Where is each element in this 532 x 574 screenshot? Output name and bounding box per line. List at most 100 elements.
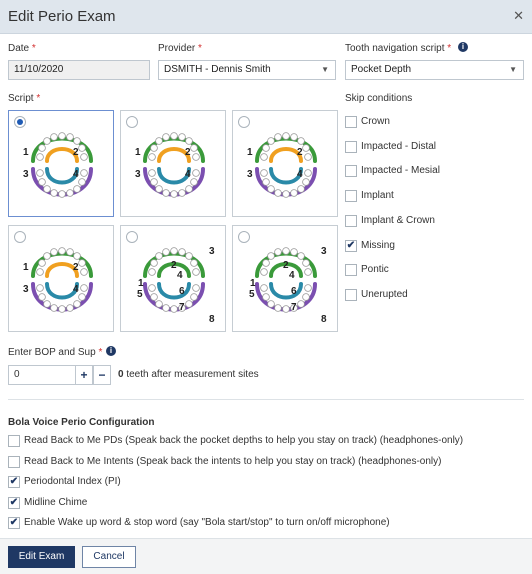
script-radio[interactable] [126, 231, 138, 243]
cancel-button[interactable]: Cancel [82, 546, 136, 568]
bola-option[interactable]: Read Back to Me PDs (Speak back the pock… [8, 435, 524, 449]
info-icon[interactable]: i [458, 42, 468, 52]
date-field[interactable]: 11/10/2020 [8, 60, 150, 80]
script-card-6[interactable]: 1 2 3 4 5 6 7 8 [232, 225, 338, 332]
script-radio[interactable] [14, 116, 26, 128]
close-icon[interactable]: ✕ [513, 8, 524, 23]
increment-button[interactable]: + [75, 365, 93, 385]
skip-condition-item[interactable]: Impacted - Distal [345, 140, 525, 155]
skip-condition-item[interactable]: Pontic [345, 264, 525, 278]
skip-condition-label: Pontic [361, 264, 389, 276]
script-card-4[interactable]: 1 2 3 4 [8, 225, 114, 332]
checkbox[interactable] [345, 214, 357, 227]
script-radio[interactable] [238, 231, 250, 243]
tooth-chart-icon: 1 2 3 4 [23, 132, 93, 198]
script-card-3[interactable]: 1 2 3 4 [232, 110, 338, 217]
checkbox[interactable] [345, 190, 357, 203]
checkbox[interactable] [8, 435, 20, 447]
script-step-number: 7 [291, 302, 297, 313]
checkbox[interactable] [345, 165, 357, 178]
script-step-number: 5 [137, 289, 143, 300]
skip-condition-item[interactable]: Crown [345, 116, 525, 130]
script-step-number: 4 [73, 284, 79, 295]
tooth-chart-icon: 1 2 3 4 [23, 247, 93, 313]
script-radio[interactable] [238, 116, 250, 128]
script-step-number: 1 [135, 147, 141, 158]
script-step-number: 4 [289, 270, 295, 281]
script-step-number: 4 [185, 169, 191, 180]
script-step-number: 1 [250, 278, 256, 289]
script-card-5[interactable]: 1 2 3 4 5 6 7 8 [120, 225, 226, 332]
dialog-footer [0, 538, 532, 574]
script-step-number: 5 [249, 289, 255, 300]
decrement-button[interactable]: − [93, 365, 111, 385]
bola-option-label: Midline Chime [24, 496, 88, 508]
chevron-down-icon: ▼ [321, 65, 329, 74]
script-step-number: 8 [209, 314, 215, 325]
tooth-nav-select[interactable]: Pocket Depth ▼ [345, 60, 524, 80]
checkbox[interactable]: ✔ [345, 239, 357, 252]
script-step-number: 8 [321, 314, 327, 325]
bola-option[interactable]: ✔ Enable Wake up word & stop word (say "B… [8, 517, 524, 531]
bola-option[interactable]: ✔ Midline Chime [8, 496, 524, 511]
skip-condition-label: Missing [361, 239, 395, 251]
script-step-number: 2 [283, 260, 289, 271]
script-step-number: 2 [73, 262, 79, 273]
bola-option[interactable]: Read Back to Me Intents (Speak back the … [8, 455, 524, 470]
script-step-number: 3 [209, 246, 215, 257]
script-step-number: 1 [247, 147, 253, 158]
script-card-2[interactable]: 1 2 3 4 [120, 110, 226, 217]
checkbox[interactable]: ✔ [8, 476, 20, 488]
bola-option[interactable]: ✔ Periodontal Index (PI) [8, 476, 524, 490]
script-step-number: 2 [185, 147, 191, 158]
script-step-number: 7 [179, 302, 185, 313]
bop-suffix: 0 teeth after measurement sites [118, 369, 259, 380]
info-icon[interactable]: i [106, 346, 116, 356]
script-step-number: 2 [297, 147, 303, 158]
skip-condition-label: Impacted - Mesial [361, 165, 440, 177]
provider-select[interactable]: DSMITH - Dennis Smith ▼ [158, 60, 336, 80]
checkbox[interactable] [8, 455, 20, 468]
script-label: Script * [8, 93, 41, 104]
skip-condition-label: Unerupted [361, 288, 408, 300]
skip-condition-item[interactable]: ✔ Missing [345, 239, 525, 254]
script-step-number: 2 [171, 260, 177, 271]
checkbox[interactable] [345, 140, 357, 153]
skip-condition-item[interactable]: Implant [345, 190, 525, 204]
skip-condition-label: Impacted - Distal [361, 140, 437, 152]
script-step-number: 6 [179, 286, 185, 297]
bola-option-label: Enable Wake up word & stop word (say "Bo… [24, 517, 390, 528]
script-step-number: 1 [23, 147, 29, 158]
chevron-down-icon: ▼ [509, 65, 517, 74]
skip-condition-item[interactable]: Impacted - Mesial [345, 165, 525, 179]
tooth-chart-icon: 1 2 3 4 5 6 7 8 [249, 246, 327, 325]
skip-condition-item[interactable]: Implant & Crown [345, 214, 525, 229]
checkbox[interactable] [345, 264, 357, 277]
bola-heading: Bola Voice Perio Configuration [8, 417, 155, 428]
checkbox[interactable]: ✔ [8, 496, 20, 509]
script-radio[interactable] [126, 116, 138, 128]
checkbox[interactable] [345, 288, 357, 301]
bola-option-label: Periodontal Index (PI) [24, 476, 121, 487]
script-radio[interactable] [14, 231, 26, 243]
provider-label: Provider * [158, 43, 202, 54]
skip-condition-label: Crown [361, 116, 390, 127]
edit-exam-button[interactable]: Edit Exam [8, 546, 75, 568]
checkbox[interactable]: ✔ [8, 517, 20, 529]
script-step-number: 3 [247, 169, 253, 180]
divider [8, 399, 524, 400]
tooth-chart-icon: 1 2 3 4 [135, 132, 205, 198]
script-step-number: 3 [23, 284, 29, 295]
script-step-number: 6 [291, 286, 297, 297]
dialog-title: Edit Perio Exam [8, 8, 116, 25]
date-label: Date * [8, 43, 36, 54]
skip-condition-label: Implant [361, 190, 394, 202]
script-step-number: 4 [177, 270, 183, 281]
bola-option-label: Read Back to Me PDs (Speak back the pock… [24, 435, 464, 446]
checkbox[interactable] [345, 116, 357, 128]
script-card-1[interactable]: 1 2 3 4 [8, 110, 114, 217]
script-step-number: 1 [23, 262, 29, 273]
skip-condition-item[interactable]: Unerupted [345, 288, 525, 303]
bop-input[interactable]: 0 [8, 365, 76, 385]
tooth-chart-icon: 1 2 3 4 [247, 132, 317, 198]
